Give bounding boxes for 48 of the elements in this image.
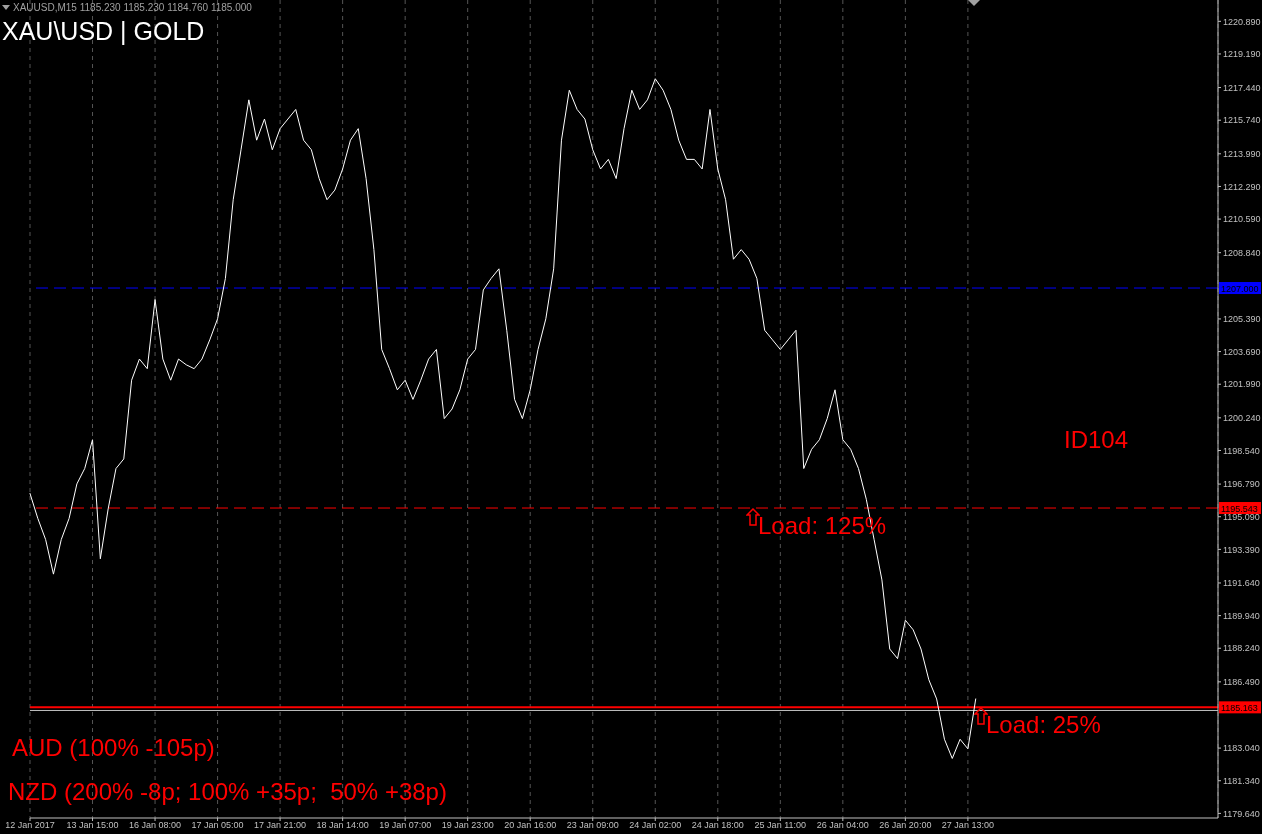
y-tick-label: 1213.990 <box>1223 149 1261 159</box>
x-tick-label: 13 Jan 15:00 <box>66 820 119 831</box>
y-tick-label: 1203.690 <box>1223 346 1261 357</box>
x-tick-label: 25 Jan 11:00 <box>754 820 807 831</box>
x-tick-label: 17 Jan 21:00 <box>254 820 307 831</box>
y-tick-label: 1195.090 <box>1223 511 1260 522</box>
x-tick-label: 19 Jan 07:00 <box>379 820 432 831</box>
x-tick-label: 26 Jan 04:00 <box>816 820 869 831</box>
y-tick-label: 1188.240 <box>1223 643 1260 654</box>
ref-line-label: 1185.163 <box>1221 702 1258 713</box>
annotation: Load: 25% <box>986 711 1101 740</box>
y-tick-label: 1208.840 <box>1223 247 1261 258</box>
y-tick-label: 1181.340 <box>1223 775 1260 786</box>
y-tick-label: 1198.540 <box>1223 445 1260 456</box>
x-tick-label: 23 Jan 09:00 <box>566 820 619 831</box>
x-tick-label: 24 Jan 18:00 <box>691 820 744 831</box>
y-tick-label: 1219.190 <box>1223 49 1261 60</box>
x-tick-label: 17 Jan 05:00 <box>191 820 244 831</box>
y-tick-label: 1191.640 <box>1223 578 1260 589</box>
y-tick-label: 1217.440 <box>1223 82 1261 93</box>
x-tick-label: 20 Jan 16:00 <box>504 820 557 831</box>
annotation: AUD (100% -105p) <box>12 734 215 762</box>
x-tick-label: 12 Jan 2017 <box>5 820 55 831</box>
x-tick-label: 16 Jan 08:00 <box>129 820 182 831</box>
y-tick-label: 1189.940 <box>1223 610 1260 621</box>
y-tick-label: 1201.990 <box>1223 379 1261 390</box>
ref-line-label: 1207.000 <box>1221 283 1259 294</box>
y-tick-label: 1196.790 <box>1223 479 1260 490</box>
chart-subtitle: XAUUSD,M15 1185.230 1185.230 1184.760 1185.000 <box>13 2 252 13</box>
annotation: NZD (200% -8p; 100% +35p; 50% +38p) <box>8 778 447 806</box>
y-tick-label: 1212.290 <box>1223 181 1261 192</box>
x-tick-label: 26 Jan 20:00 <box>879 820 932 831</box>
x-tick-label: 18 Jan 14:00 <box>316 820 369 831</box>
y-tick-label: 1215.740 <box>1223 115 1261 126</box>
y-tick-label: 1205.390 <box>1223 314 1261 325</box>
x-tick-label: 19 Jan 23:00 <box>441 820 494 831</box>
y-tick-label: 1200.240 <box>1223 413 1261 424</box>
annotation: ID104 <box>1064 426 1129 454</box>
y-tick-label: 1183.040 <box>1223 743 1260 754</box>
y-tick-label: 1179.640 <box>1223 808 1260 819</box>
y-tick-label: 1210.590 <box>1223 214 1261 225</box>
y-tick-label: 1186.490 <box>1223 677 1260 688</box>
x-tick-label: 24 Jan 02:00 <box>629 820 682 831</box>
ref-line-label: 1195.543 <box>1221 503 1258 514</box>
text: XAU\USD | GOLD <box>2 17 205 46</box>
x-tick-label: 27 Jan 13:00 <box>941 820 994 831</box>
y-tick-label: 1220.890 <box>1223 16 1261 27</box>
y-tick-label: 1193.390 <box>1223 544 1260 555</box>
